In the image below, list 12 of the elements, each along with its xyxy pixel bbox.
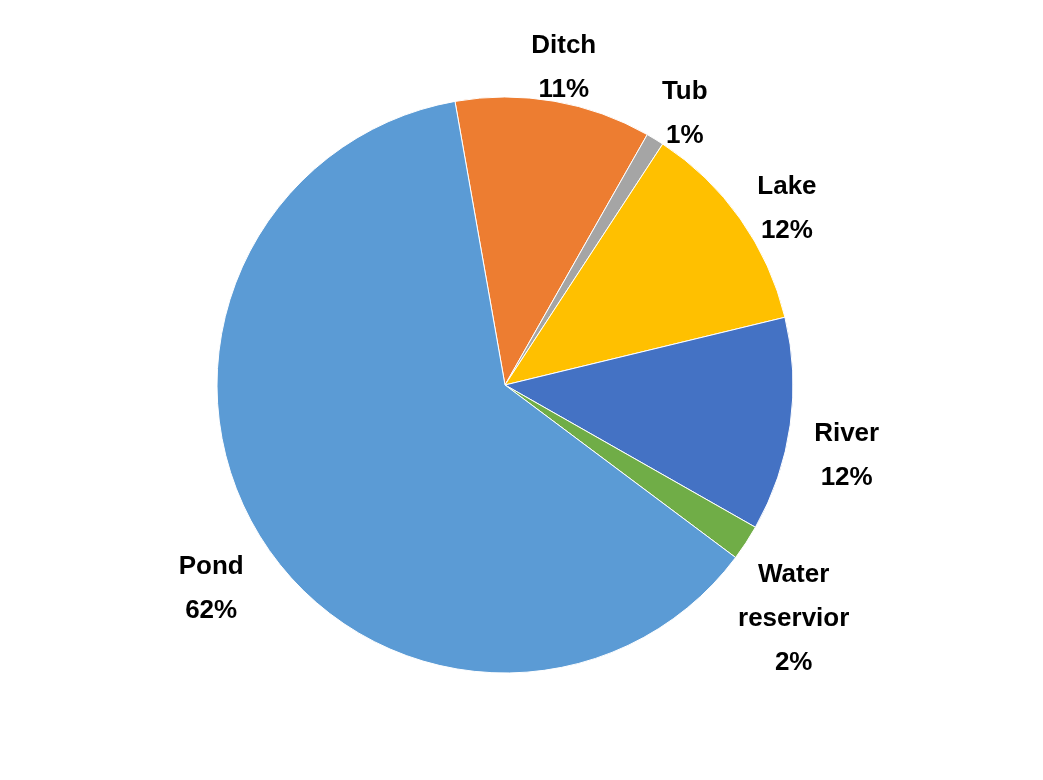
data-label: 12% — [760, 214, 813, 245]
slice-label: Lake — [757, 170, 817, 201]
data-label: 11% — [538, 73, 590, 104]
slice-label: Tub — [661, 74, 708, 105]
data-label: 62% — [185, 593, 238, 624]
data-label: 12% — [820, 461, 873, 492]
slice-label: Water reservior — [738, 557, 850, 632]
data-label: 2% — [774, 645, 813, 676]
slice-label: Pond — [178, 549, 244, 580]
data-label: 1% — [665, 118, 704, 149]
slice-label: River — [814, 417, 880, 448]
slice-label: Ditch — [531, 29, 597, 60]
